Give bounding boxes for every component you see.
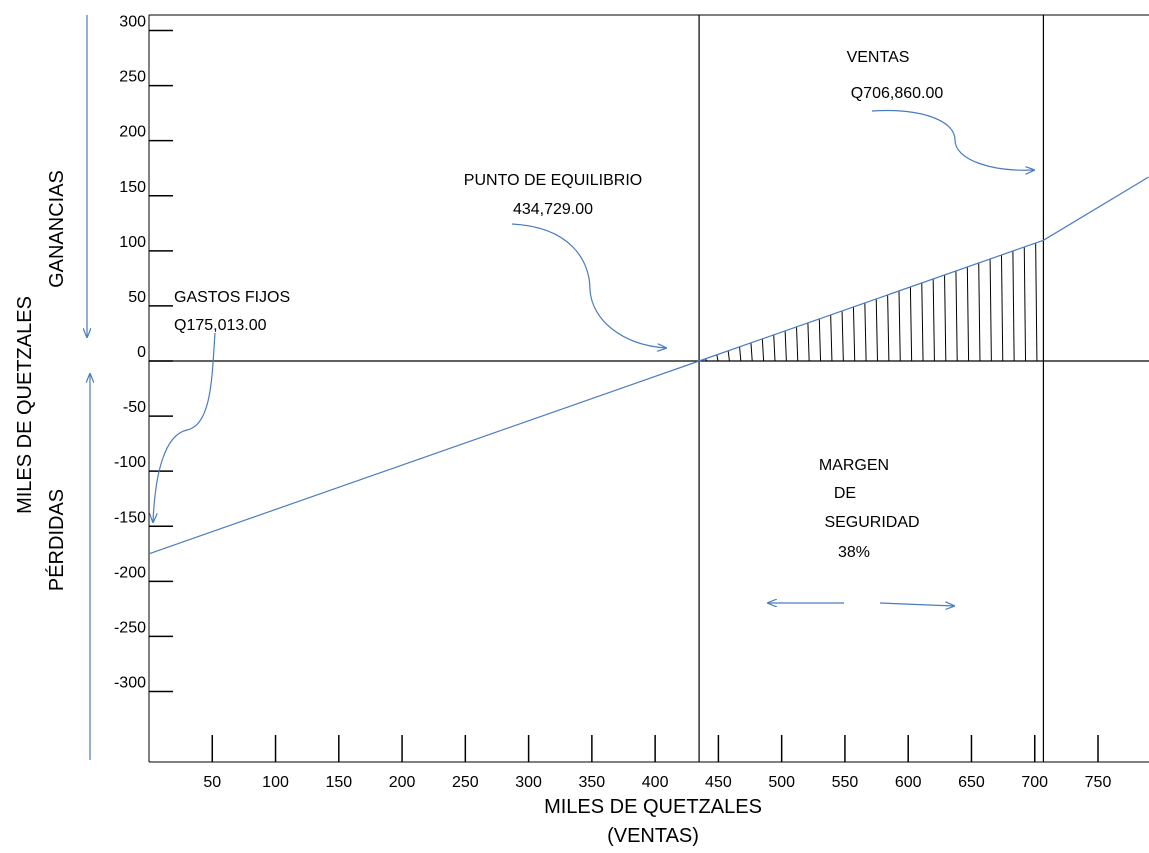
hatch-line — [887, 294, 890, 362]
hatch-line — [807, 322, 810, 362]
y-tick-label: -200 — [114, 564, 146, 581]
break-even-arrow — [511, 223, 666, 348]
x-ticks: 50 100 150 200 250 300 350 400 450 500 550 600 650 70… — [203, 735, 1111, 791]
x-tick-label: 700 — [1021, 774, 1048, 791]
y-tick-label: 150 — [119, 179, 146, 196]
hatch-line — [818, 318, 822, 362]
x-tick-label: 200 — [389, 774, 416, 791]
hatch-line — [978, 262, 981, 362]
margin-hatching — [704, 242, 1038, 362]
hatch-line — [739, 346, 742, 362]
hatch-line — [1023, 246, 1027, 362]
y-tick-label: -150 — [114, 509, 146, 526]
y-tick-label: 200 — [119, 124, 146, 141]
fixed-costs-label: GASTOS FIJOS — [174, 289, 290, 306]
hatch-line — [716, 354, 719, 362]
y-tick-label: -300 — [114, 675, 146, 692]
hatch-line — [875, 298, 878, 362]
y-tick-label: -50 — [123, 399, 146, 416]
break-even-value: 434,729.00 — [513, 201, 593, 218]
sales-label: VENTAS — [847, 49, 910, 66]
hatch-line — [773, 334, 776, 362]
x-tick-label: 550 — [832, 774, 859, 791]
y-tick-label: 50 — [128, 289, 146, 306]
hatch-line — [921, 282, 924, 362]
y-tick-label: 250 — [119, 69, 146, 86]
y-tick-label: -250 — [114, 619, 146, 636]
margin-label-3: SEGURIDAD — [824, 514, 919, 531]
fixed-costs-value: Q175,013.00 — [174, 317, 267, 334]
y-axis-label-gains: GANANCIAS — [46, 170, 68, 288]
x-tick-label: 450 — [705, 774, 732, 791]
y-tick-label: 100 — [119, 234, 146, 251]
hatch-line — [1012, 250, 1015, 362]
hatch-line — [909, 286, 913, 362]
hatch-line — [944, 274, 947, 362]
sales-value: Q706,860.00 — [851, 85, 944, 102]
hatch-line — [864, 302, 867, 362]
profit-line — [148, 176, 1149, 555]
y-tick-label: 0 — [137, 344, 146, 361]
x-tick-label: 300 — [515, 774, 542, 791]
y-tick-label: -100 — [114, 454, 146, 471]
hatch-line — [841, 310, 844, 362]
hatch-line — [966, 266, 970, 362]
x-tick-label: 650 — [958, 774, 985, 791]
hatch-line — [1035, 242, 1038, 362]
x-axis-label: MILES DE QUETZALES — [544, 796, 762, 818]
x-tick-label: 250 — [452, 774, 479, 791]
margin-label-2: DE — [834, 485, 856, 502]
x-tick-label: 350 — [579, 774, 606, 791]
margin-percent: 38% — [838, 544, 870, 561]
x-tick-label: 50 — [203, 774, 221, 791]
hatch-line — [898, 290, 901, 362]
hatch-line — [830, 314, 833, 362]
margin-right-arrow — [879, 603, 954, 606]
x-tick-label: 400 — [642, 774, 669, 791]
hatch-line — [761, 338, 765, 362]
y-ticks: 300 250 200 150 100 50 0 -50 -100 -150 -200 -250 -30… — [114, 14, 173, 693]
y-axis-label: MILES DE QUETZALES — [14, 296, 36, 514]
y-tick-label: 300 — [119, 14, 146, 31]
hatch-line — [932, 278, 935, 362]
fixed-costs-arrow — [153, 332, 216, 522]
x-tick-label: 600 — [895, 774, 922, 791]
x-tick-label: 750 — [1085, 774, 1112, 791]
hatch-line — [784, 330, 787, 362]
break-even-label: PUNTO DE EQUILIBRIO — [464, 172, 642, 189]
hatch-line — [955, 270, 958, 362]
margin-label-1: MARGEN — [819, 457, 889, 474]
x-tick-label: 150 — [325, 774, 352, 791]
sales-arrow — [871, 109, 1034, 171]
hatch-line — [852, 306, 856, 362]
x-tick-label: 500 — [768, 774, 795, 791]
hatch-line — [1000, 254, 1004, 362]
y-axis-label-losses: PÉRDIDAS — [45, 489, 68, 591]
hatch-line — [796, 326, 799, 362]
hatch-line — [750, 342, 753, 362]
x-tick-label: 100 — [262, 774, 289, 791]
x-axis-sublabel: (VENTAS) — [607, 825, 699, 847]
hatch-line — [727, 350, 730, 362]
hatch-line — [989, 258, 992, 362]
